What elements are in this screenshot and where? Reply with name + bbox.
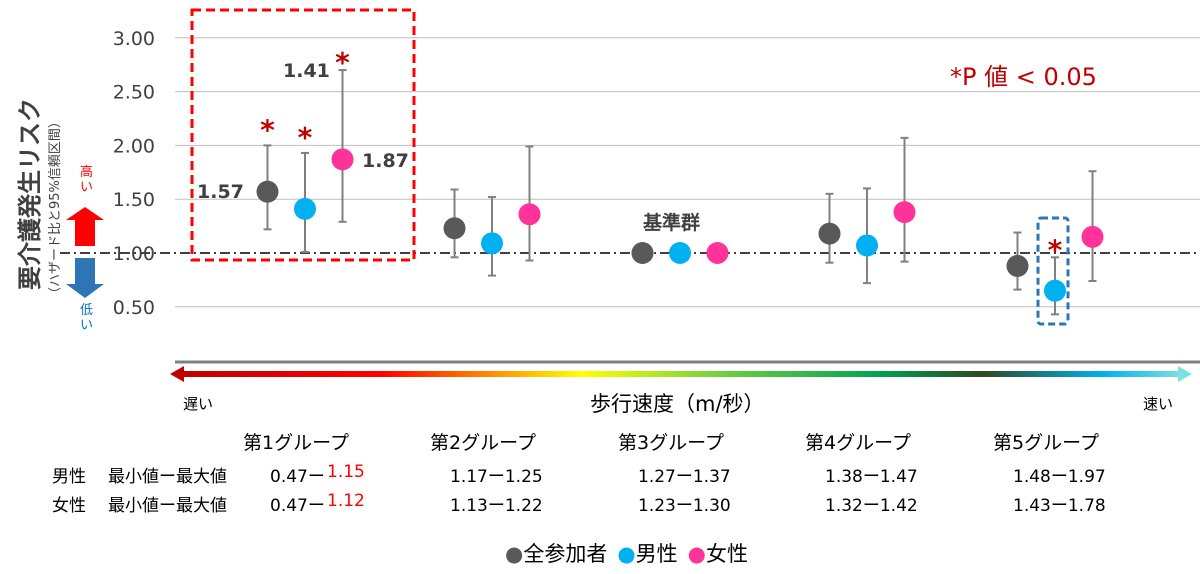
legend-dot-icon: ● [617,542,636,566]
arrow-up-icon [66,207,104,246]
group-label: 第2グループ [430,432,536,454]
legend-dot-icon: ● [687,542,706,566]
legend-item-female: ●女性 [687,542,748,566]
range-value: 1.43ー1.78 [1013,496,1106,516]
y-tick-label: 3.00 [113,28,155,50]
data-point [443,217,466,240]
range-value: 1.38ー1.47 [825,467,918,487]
x-axis-title: 歩行速度（m/秒） [590,392,765,416]
data-label: 1.57 [197,181,244,203]
row-label: 女性 [52,496,86,516]
y-tick-label: 0.50 [113,297,155,319]
slow-label: 遅い [183,395,214,413]
data-point [893,201,916,224]
data-point [856,234,878,257]
row-sublabel: 最小値ー最大値 [108,467,227,487]
data-point [294,197,316,220]
row-label: 男性 [52,467,86,487]
low-label: 低い [80,303,94,333]
y-axis-subtitle: （ハザード比と95%信頼区間） [48,115,63,300]
range-value-highlight: 1.12 [327,491,365,511]
highlight-box-group5-male [1036,216,1070,326]
range-value-highlight-wrap: 1.15 [327,462,365,482]
range-value-highlight-wrap: 1.12 [327,491,365,511]
legend: ●全参加者 ●男性 ●女性 [505,538,748,568]
significance-asterisk: * [298,121,313,154]
legend-item-all: ●全参加者 [505,542,608,566]
data-point [669,242,691,264]
data-point [818,222,841,245]
p-value-note: *P 値 < 0.05 [950,63,1097,91]
range-value: 0.47ー [270,496,325,516]
range-value: 1.13ー1.22 [450,496,543,516]
speed-gradient-arrow [180,371,1183,377]
significance-asterisk: * [335,46,350,79]
highlight-box-group1 [190,8,416,262]
arrow-left-icon [170,366,184,382]
legend-item-male: ●男性 [617,542,678,566]
data-point [1006,254,1029,277]
data-label: 1.87 [362,150,409,172]
data-point [1044,279,1066,302]
significance-asterisk: * [260,113,275,146]
range-value: 1.32ー1.42 [825,496,918,516]
fast-label: 速い [1143,395,1174,413]
range-value: 1.27ー1.37 [638,467,731,487]
group-label: 第5グループ [993,432,1099,454]
data-point [331,148,354,171]
group-label: 第4グループ [805,432,911,454]
group-label: 第3グループ [618,432,724,454]
range-value-highlight: 1.15 [327,462,365,482]
arrow-right-icon [1178,366,1192,382]
group-label: 第1グループ [243,432,349,454]
data-point [481,232,503,255]
data-point [631,242,654,264]
y-tick-label: 2.50 [113,82,155,104]
high-label: 高い [80,165,94,195]
data-label: 1.41 [283,60,330,82]
range-value: 1.23ー1.30 [638,496,731,516]
range-value: 1.17ー1.25 [450,467,543,487]
y-axis-title: 要介護発生リスク [16,98,44,290]
y-tick-label: 1.00 [113,243,155,265]
range-value: 0.47ー [270,467,325,487]
y-tick-label: 2.00 [113,135,155,157]
significance-asterisk: * [1048,233,1063,266]
range-value: 1.48ー1.97 [1013,467,1106,487]
row-sublabel: 最小値ー最大値 [108,496,227,516]
data-point [518,203,541,226]
y-tick-label: 1.50 [113,189,155,211]
data-point [1081,225,1104,248]
legend-dot-icon: ● [505,542,524,566]
data-point [706,242,729,264]
arrow-down-icon [66,258,104,298]
reference-group-label: 基準群 [643,212,701,234]
data-point [256,180,279,203]
